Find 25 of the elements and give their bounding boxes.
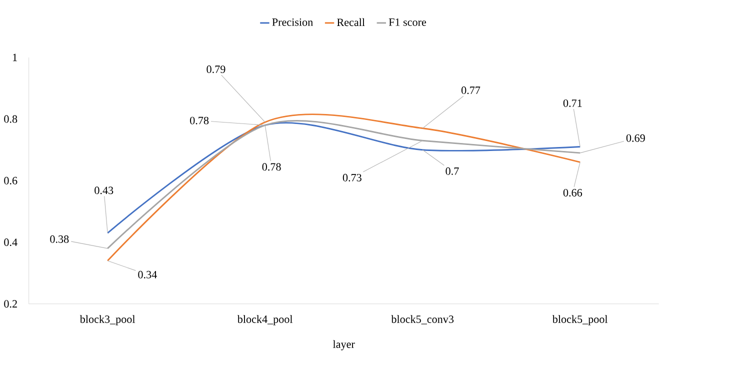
y-tick-label: 1 [12, 54, 17, 62]
data-label: 0.38 [50, 235, 69, 243]
data-label: 0.73 [342, 174, 362, 182]
x-tick-label: block4_pool [237, 315, 293, 326]
data-label: 0.71 [563, 99, 582, 107]
legend-label: Recall [337, 18, 365, 26]
data-label: 0.34 [138, 270, 157, 278]
data-label: 0.43 [94, 186, 114, 194]
data-label: 0.69 [626, 134, 645, 142]
y-tick-label: 0.2 [4, 300, 17, 308]
data-label: 0.78 [262, 163, 281, 171]
legend-label: Precision [272, 18, 313, 26]
x-tick-label: block3_pool [80, 315, 136, 326]
x-axis-title: layer [332, 340, 355, 350]
data-label: 0.66 [563, 188, 582, 197]
y-tick-label: 0.8 [4, 115, 18, 123]
data-label: 0.78 [190, 116, 209, 124]
y-tick-label: 0.6 [4, 176, 18, 184]
data-label: 0.79 [206, 66, 226, 74]
x-tick-label: block5_conv3 [391, 315, 454, 324]
x-tick-label: block5_pool [552, 315, 608, 326]
legend-label: F1 score [388, 18, 426, 26]
y-tick-label: 0.4 [4, 238, 18, 246]
data-label: 0.77 [461, 86, 480, 94]
data-label: 0.7 [446, 167, 459, 175]
